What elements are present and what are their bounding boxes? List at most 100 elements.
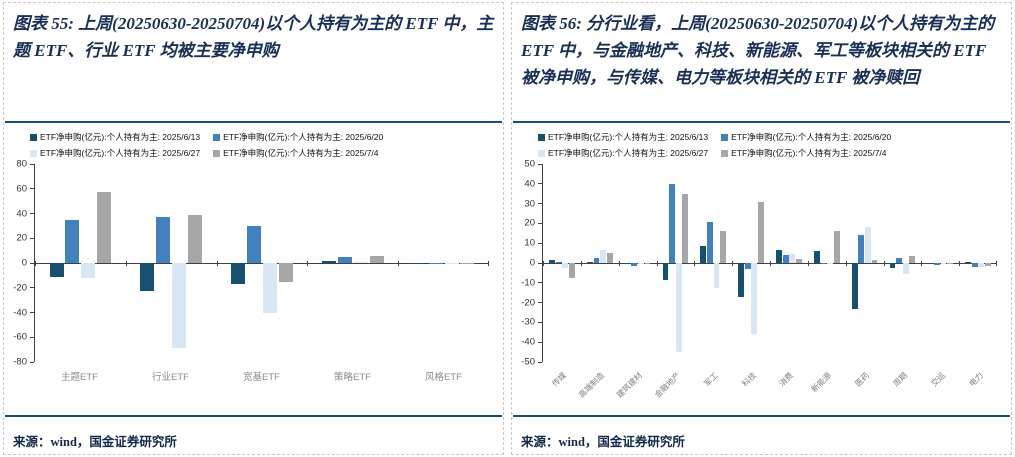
x-axis-labels: 传媒 高端制造 建筑建材 金融地产 军工 科技 消费 新能源 医药 周期 交运 电力: [542, 362, 997, 414]
legend-swatch-icon: [538, 150, 545, 157]
legend-label: ETF净申购(亿元):个人持有为主: 2025/6/20: [731, 132, 892, 142]
bar: [555, 262, 562, 263]
y-tick-mark: [538, 282, 542, 284]
bar: [369, 255, 384, 263]
figure-56-title: 图表 56: 分行业看，上周(20250630-20250704)以个人持有为主…: [521, 14, 995, 87]
legend-swatch-icon: [721, 134, 729, 141]
legend-label: ETF净申购(亿元):个人持有为主: 2025/6/20: [223, 132, 384, 142]
bar: [444, 263, 459, 264]
x-tick-mark: [807, 261, 809, 266]
y-tick-label: -50: [521, 356, 535, 368]
bar: [978, 263, 985, 267]
bar: [140, 263, 155, 292]
y-tick-mark: [30, 312, 34, 313]
legend-label: ETF净申购(亿元):个人持有为主: 2025/6/27: [40, 148, 201, 158]
source-divider: [513, 415, 1010, 417]
x-axis-label: 科技: [739, 370, 758, 389]
y-tick-label: 50: [524, 158, 535, 170]
bar: [940, 263, 947, 264]
bar: [744, 263, 751, 269]
plot-row: -80 -60 -40 -20 0 20 40 60 80: [4, 159, 503, 368]
bar: [947, 263, 954, 264]
zero-axis-line: [35, 262, 489, 264]
bar: [97, 192, 112, 263]
legend-item: ETF净申购(亿元):个人持有为主: 2025/7/4: [721, 147, 887, 160]
y-tick-mark: [538, 321, 542, 323]
bar: [278, 263, 293, 282]
bar: [662, 263, 669, 280]
legend-swatch-icon: [538, 134, 545, 141]
y-tick-mark: [30, 336, 34, 338]
plot-row: -50 -40 -30 -20 -10 0 10 20 30 40 50: [512, 159, 1011, 368]
legend-swatch-icon: [721, 150, 729, 157]
bar: [813, 251, 820, 263]
bar: [965, 262, 972, 263]
x-axis-label: 高端制造: [576, 370, 606, 400]
y-tick-mark: [30, 287, 34, 289]
y-tick-mark: [538, 183, 542, 185]
bar: [81, 263, 96, 278]
x-tick-mark: [694, 261, 696, 266]
legend-swatch-icon: [30, 134, 37, 141]
bar: [49, 263, 64, 277]
bar: [902, 263, 909, 274]
x-axis-label: 交运: [929, 370, 948, 389]
legend-swatch-icon: [213, 134, 221, 141]
etf-type-bar-chart: ETF净申购(亿元):个人持有为主: 2025/6/13 ETF净申购(亿元):个…: [4, 123, 503, 415]
legend-item: ETF净申购(亿元):个人持有为主: 2025/6/13: [30, 131, 200, 144]
bar: [412, 263, 427, 265]
legend-label: ETF净申购(亿元):个人持有为主: 2025/6/13: [548, 132, 709, 142]
bar: [909, 256, 916, 263]
bar: [738, 263, 745, 297]
y-tick-mark: [538, 222, 542, 224]
bar: [568, 263, 575, 278]
bar: [187, 214, 203, 263]
bar: [606, 253, 613, 263]
y-tick-label: 30: [524, 198, 535, 210]
bar: [669, 183, 676, 263]
y-tick-mark: [30, 188, 34, 190]
y-tick-mark: [538, 203, 542, 205]
y-tick-label: -60: [13, 331, 27, 343]
bar: [460, 263, 475, 264]
bar: [851, 263, 858, 309]
y-tick-mark: [538, 262, 542, 264]
figure-55-panel: 图表 55: 上周(20250630-20250704)以个人持有为主的 ETF…: [3, 2, 504, 455]
bar: [776, 250, 782, 263]
legend-item: ETF净申购(亿元):个人持有为主: 2025/6/27: [538, 147, 708, 160]
x-tick-mark: [125, 261, 127, 266]
bar: [896, 258, 903, 263]
bar: [593, 258, 600, 263]
x-tick-mark: [770, 261, 771, 266]
y-tick-label: 0: [21, 257, 27, 269]
y-tick-label: -20: [13, 282, 27, 294]
bar: [751, 263, 758, 335]
chart-legend: ETF净申购(亿元):个人持有为主: 2025/6/13 ETF净申购(亿元):个…: [538, 131, 1005, 160]
legend-item: ETF净申购(亿元):个人持有为主: 2025/7/4: [213, 147, 379, 160]
y-tick-mark: [30, 213, 34, 214]
x-axis-label: 宽基ETF: [243, 372, 280, 383]
legend-label: ETF净申购(亿元):个人持有为主: 2025/7/4: [223, 148, 379, 158]
y-axis-labels: -80 -60 -40 -20 0 20 40 60 80: [4, 159, 34, 368]
x-axis-labels: 主题ETF 行业ETF 宽基ETF 策略ETF 风格ETF: [4, 369, 503, 383]
bar: [713, 263, 720, 288]
bar: [700, 246, 707, 263]
legend-item: ETF净申购(亿元):个人持有为主: 2025/6/20: [721, 131, 891, 144]
bar: [353, 262, 368, 263]
bar: [820, 263, 827, 264]
x-tick-mark: [845, 261, 847, 266]
legend-label: ETF净申购(亿元):个人持有为主: 2025/6/27: [548, 148, 709, 158]
bar: [720, 231, 727, 263]
y-tick-mark: [30, 262, 34, 264]
x-tick-mark: [959, 261, 961, 266]
y-tick-label: 80: [16, 158, 27, 170]
x-axis-label: 策略ETF: [334, 372, 371, 383]
y-tick-label: 40: [16, 208, 27, 219]
legend-label: ETF净申购(亿元):个人持有为主: 2025/7/4: [731, 148, 887, 158]
legend-item: ETF净申购(亿元):个人持有为主: 2025/6/20: [213, 131, 383, 144]
x-axis-label: 金融地产: [652, 370, 682, 400]
bar: [827, 263, 833, 264]
y-tick-label: -20: [521, 297, 535, 309]
x-tick-mark: [488, 261, 489, 266]
